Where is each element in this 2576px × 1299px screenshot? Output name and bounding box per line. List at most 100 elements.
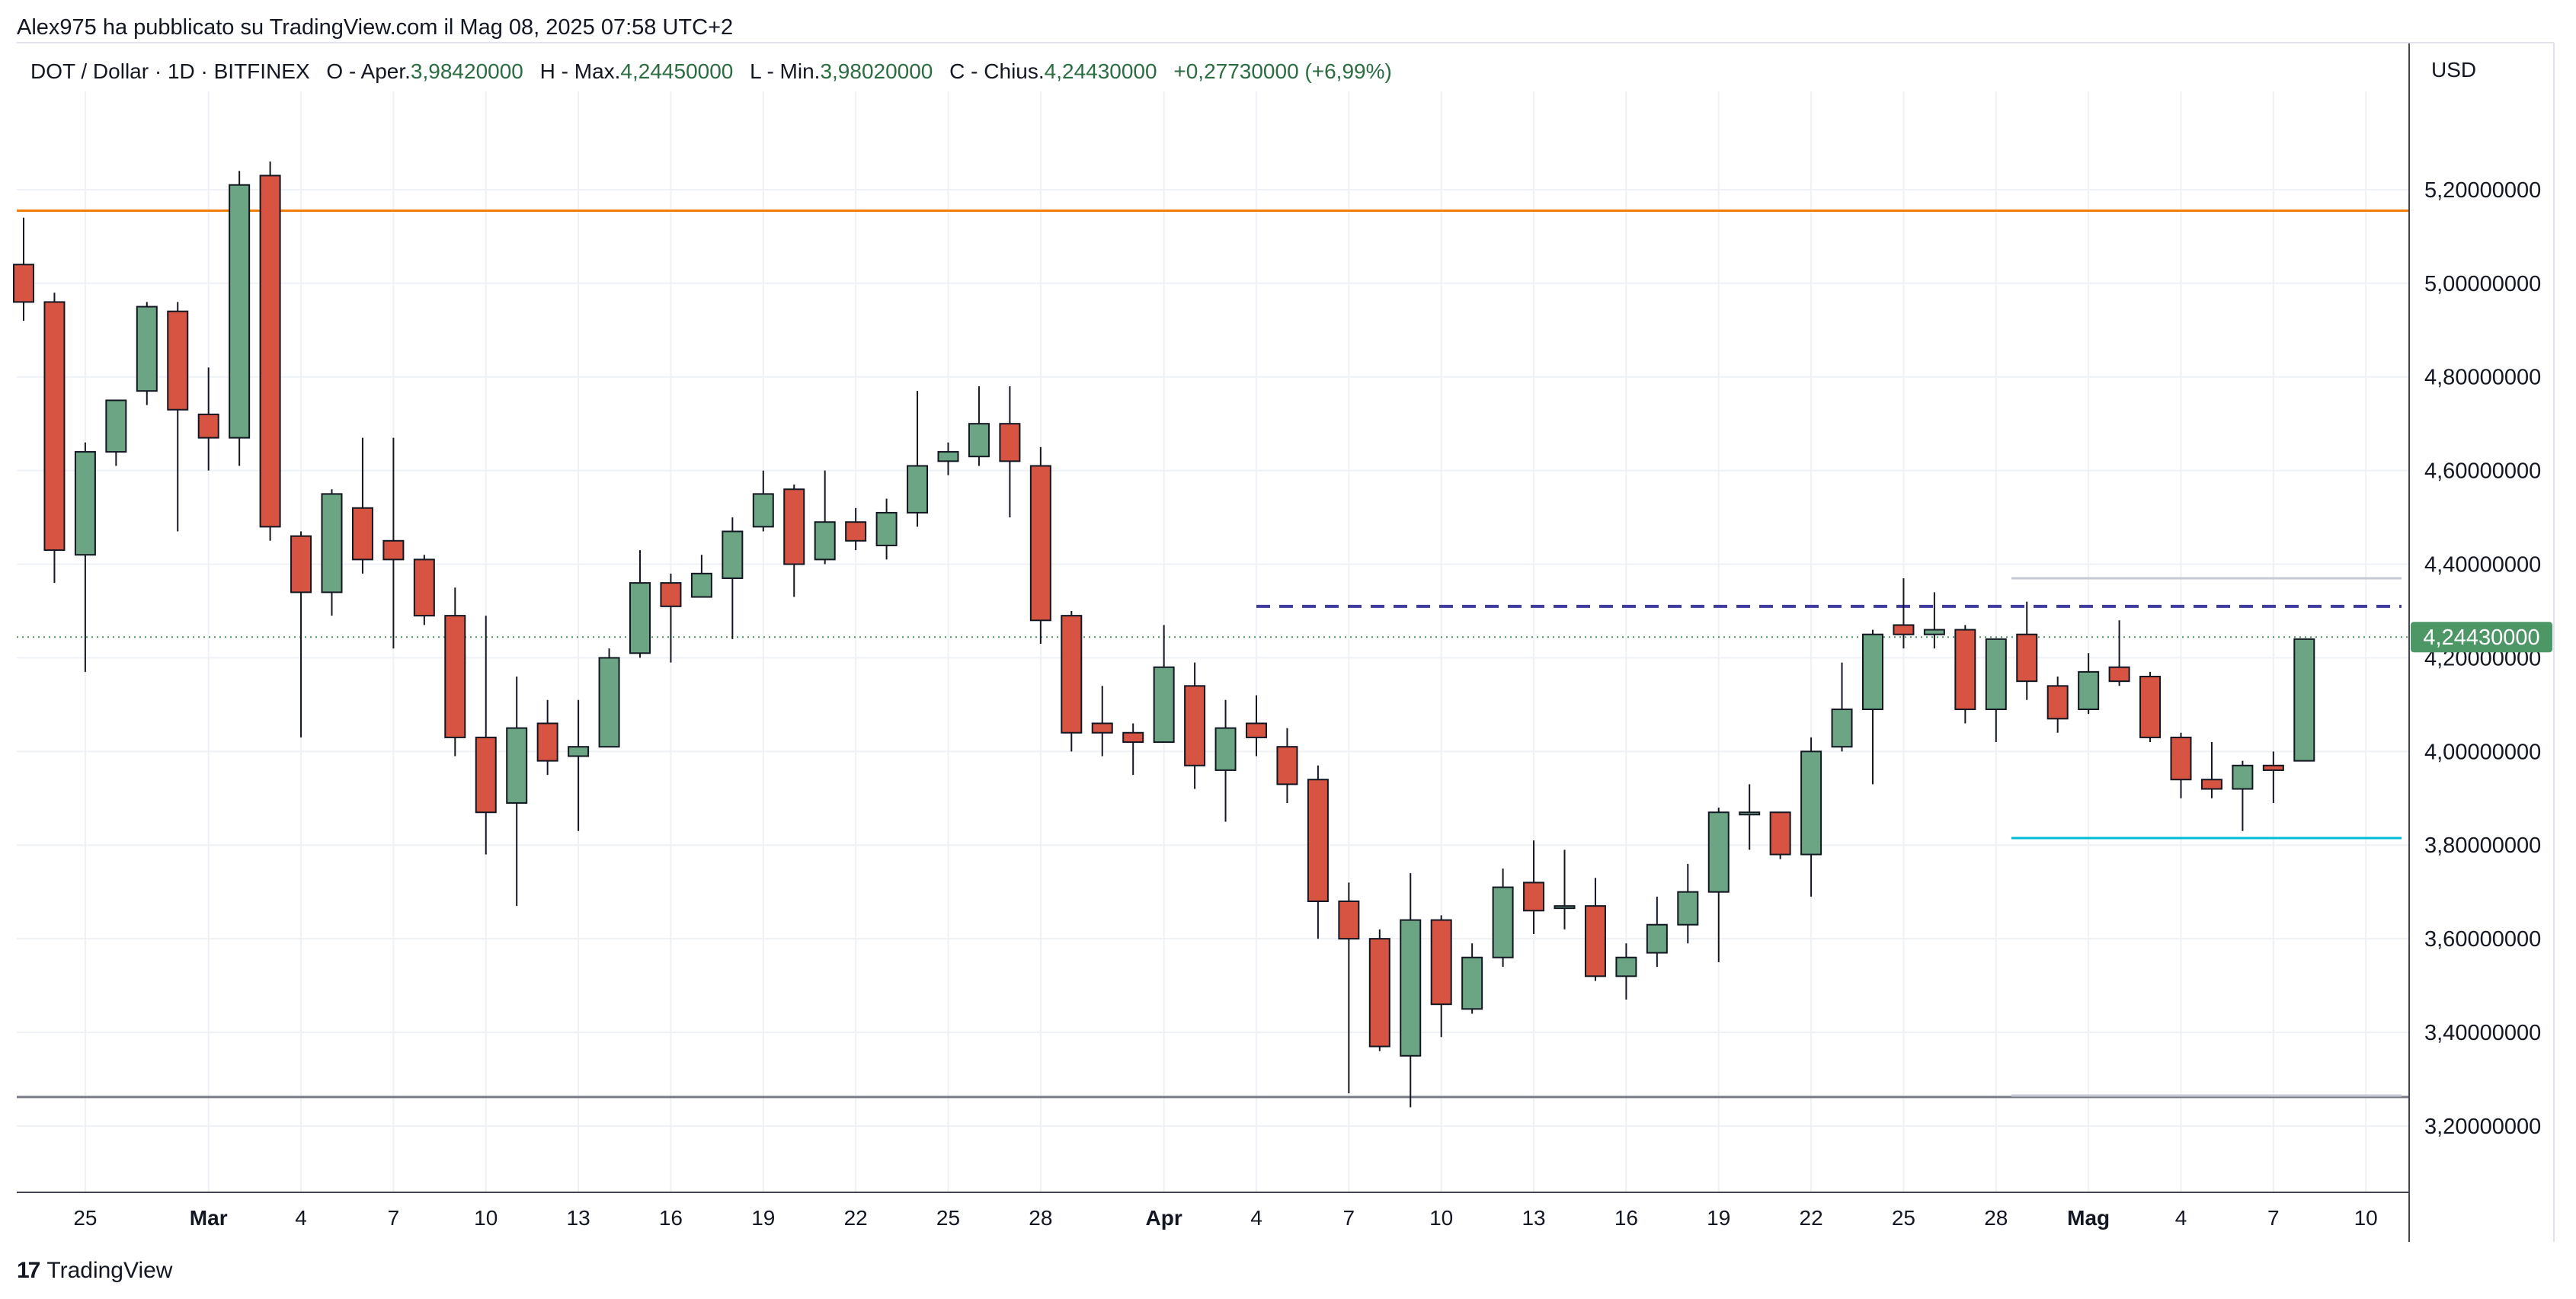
candle xyxy=(660,573,682,663)
candle xyxy=(1029,446,1051,644)
candle-body xyxy=(1492,886,1514,958)
price-tick-label: 3,40000000 xyxy=(2424,1021,2541,1045)
time-tick-label: Mag xyxy=(2067,1206,2110,1230)
price-tick-label: 4,60000000 xyxy=(2424,459,2541,484)
candle-body xyxy=(845,521,867,542)
candle-body xyxy=(660,582,682,607)
time-tick-label: 19 xyxy=(1707,1206,1730,1230)
candle xyxy=(722,517,744,639)
candle-body xyxy=(1985,638,2007,711)
candle xyxy=(536,699,558,776)
candle xyxy=(845,507,867,551)
open-label: O - Aper. xyxy=(326,59,411,83)
candle xyxy=(1739,784,1761,850)
candles-layer xyxy=(13,162,2315,1108)
candle-body xyxy=(1461,956,1483,1010)
candle-body xyxy=(43,301,66,552)
price-tick-label: 3,80000000 xyxy=(2424,833,2541,858)
candle xyxy=(568,699,590,831)
candle-body xyxy=(968,423,990,458)
candle xyxy=(2293,638,2315,762)
time-tick-label: 4 xyxy=(2175,1206,2187,1230)
time-tick-label: 22 xyxy=(1800,1206,1823,1230)
grid-lines xyxy=(17,91,2409,1192)
candle xyxy=(814,470,836,565)
candle-body xyxy=(1615,956,1637,977)
time-tick-label: 7 xyxy=(388,1206,400,1230)
candle-body xyxy=(2200,779,2222,790)
candle-body xyxy=(2046,685,2069,720)
candle-body xyxy=(2232,764,2254,790)
candle xyxy=(1646,896,1668,968)
candle-body xyxy=(1800,750,1822,856)
candle-body xyxy=(690,572,712,598)
candle xyxy=(1954,625,1976,724)
price-tick-label: 3,60000000 xyxy=(2424,927,2541,952)
last-price-badge xyxy=(2411,622,2552,653)
price-axis-labels: 5,20000000 5,00000000 4,80000000 4,60000000… xyxy=(2424,178,2541,1139)
high-label: H - Max. xyxy=(539,59,621,83)
candle-body xyxy=(1769,811,1791,856)
horizontal-levels xyxy=(17,210,2409,1099)
candle xyxy=(1276,728,1298,803)
candle-body xyxy=(2139,676,2162,738)
candle xyxy=(167,302,189,532)
time-tick-label: 10 xyxy=(474,1206,498,1230)
candle-body xyxy=(1739,811,1761,816)
candle-body xyxy=(1430,919,1452,1006)
symbol-label[interactable]: DOT / Dollar · 1D · BITFINEX xyxy=(30,59,310,83)
candle-body xyxy=(1338,900,1360,940)
candle-body xyxy=(1831,709,1853,748)
candle-body xyxy=(2262,764,2284,771)
candle xyxy=(907,391,929,527)
price-tick-label: 5,20000000 xyxy=(2424,178,2541,203)
candle xyxy=(1307,765,1329,939)
candle xyxy=(690,555,712,598)
candle-body xyxy=(1368,938,1390,1048)
candle xyxy=(74,442,96,672)
tradingview-logo-icon: 17 xyxy=(17,1258,40,1283)
time-axis-labels: 25 Mar 4 7 10 13 16 19 22 25 28 Apr 4 7 10 13 16 19 22 25 28… xyxy=(73,1206,2377,1230)
candle-body xyxy=(475,736,497,814)
candle-body xyxy=(1246,722,1267,738)
time-tick-label: 4 xyxy=(1250,1206,1262,1230)
time-tick-label: 28 xyxy=(1984,1206,2008,1230)
candle-body xyxy=(351,507,373,561)
candle xyxy=(2078,653,2100,715)
candle xyxy=(321,489,343,616)
candle xyxy=(197,367,219,471)
candle xyxy=(1430,915,1452,1038)
candle xyxy=(1523,840,1545,935)
candle-body xyxy=(937,451,959,462)
candle xyxy=(2046,677,2069,733)
price-tick-label: 4,40000000 xyxy=(2424,553,2541,578)
time-tick-label: 16 xyxy=(659,1206,683,1230)
candle xyxy=(2200,742,2222,798)
candle xyxy=(1800,737,1822,897)
candle xyxy=(1461,943,1483,1014)
candle xyxy=(2139,671,2162,743)
time-tick-label: 10 xyxy=(2354,1206,2378,1230)
candle-body xyxy=(197,413,219,439)
candle-body xyxy=(1554,905,1576,910)
candle xyxy=(1769,811,1791,859)
candle xyxy=(13,217,34,321)
footer-brand: 17 TradingView xyxy=(17,1253,172,1289)
candle xyxy=(1615,943,1637,1000)
candle-body xyxy=(105,399,127,453)
candle xyxy=(1677,863,1699,944)
candle xyxy=(105,399,127,466)
ohlc-legend: DOT / Dollar · 1D · BITFINEX O - Aper.3,… xyxy=(30,55,1392,88)
high-value: 4,24450000 xyxy=(620,59,734,83)
candle xyxy=(1184,662,1206,789)
tradingview-brand: TradingView xyxy=(46,1258,173,1283)
candle-body xyxy=(2078,670,2100,711)
candle-body xyxy=(536,722,558,762)
candle-body xyxy=(1214,727,1237,771)
candle-body xyxy=(1184,685,1206,766)
candle-body xyxy=(1153,666,1175,744)
currency-label[interactable]: USD xyxy=(2431,58,2477,82)
candle xyxy=(2016,601,2038,700)
candle xyxy=(629,550,651,658)
